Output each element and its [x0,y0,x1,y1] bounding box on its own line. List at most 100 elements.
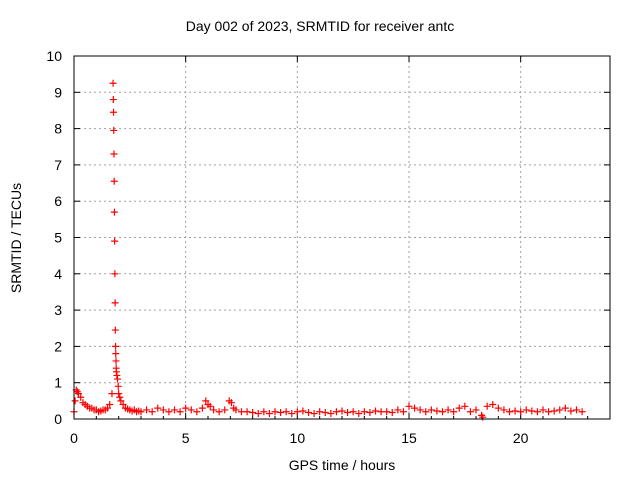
data-point [489,400,497,408]
data-point [176,408,184,416]
data-point [349,408,357,416]
data-point [265,410,273,418]
data-point [112,357,120,365]
data-point [111,299,119,307]
data-point [321,408,329,416]
data-point [110,108,118,116]
data-point [111,326,119,334]
data-point [288,410,296,418]
data-point [206,402,214,410]
data-point [271,408,279,416]
data-point [305,408,312,416]
data-point [112,350,120,358]
data-point [461,402,469,410]
y-tick-label: 10 [46,48,62,64]
data-point [114,382,122,390]
data-point [227,399,235,407]
data-point [450,408,458,416]
data-point [202,397,210,405]
data-point [117,397,125,405]
data-point [182,404,190,412]
data-point [115,390,123,398]
data-point [539,406,547,414]
data-point [327,410,335,418]
data-point [293,408,301,416]
x-tick-label: 20 [513,430,529,446]
data-point [517,408,525,416]
data-point [545,408,553,416]
data-point [366,408,374,416]
y-tick-label: 5 [54,230,62,246]
data-point [483,402,491,410]
data-point [77,393,85,401]
data-point [556,406,564,414]
y-tick-label: 1 [54,375,62,391]
x-axis-label: GPS time / hours [288,457,396,473]
data-point [193,408,201,416]
y-tick-label: 7 [54,157,62,173]
y-tick-label: 9 [54,84,62,100]
data-point [522,406,530,414]
data-point [472,406,480,414]
data-point [137,408,145,416]
plot-frame [73,55,611,420]
data-point [110,150,118,158]
data-point [73,388,81,396]
data-point [355,410,363,418]
data-point [143,406,151,414]
data-point [74,390,82,398]
data-point [399,408,407,416]
data-point [573,406,580,414]
data-point [71,397,79,405]
data-point [427,406,435,414]
data-point [411,404,419,412]
data-point [550,407,558,415]
data-point [383,408,391,416]
data-point [332,408,340,416]
data-point [114,375,122,383]
data-point [439,408,446,416]
data-point [494,404,502,412]
data-point [528,407,536,415]
data-point [171,406,178,414]
data-point [479,413,487,421]
data-point [108,390,116,398]
data-point [243,408,251,416]
y-tick-label: 3 [54,302,62,318]
data-point [249,408,257,416]
y-tick-label: 6 [54,193,62,209]
data-point [511,407,519,415]
data-point [198,404,206,412]
data-point [277,408,285,416]
y-tick-label: 2 [54,338,62,354]
data-point [455,404,463,412]
data-point [567,407,575,415]
data-point [148,408,156,416]
data-point [394,406,402,414]
data-point [561,404,569,412]
data-point [165,408,173,416]
data-point [433,407,441,415]
data-point [109,96,117,104]
data-point [111,237,119,245]
data-point [416,406,424,414]
data-point [104,404,111,412]
data-point [119,400,127,408]
data-point [388,408,396,416]
data-point [478,411,486,419]
data-point [154,404,162,412]
x-tick-label: 15 [401,430,417,446]
data-point [260,408,268,416]
data-point [338,407,346,415]
data-point [159,406,167,414]
x-tick-label: 5 [182,430,190,446]
data-point [444,406,452,414]
y-tick-label: 0 [54,411,62,427]
data-point [405,402,413,410]
y-tick-label: 8 [54,121,62,137]
data-point [500,406,508,414]
data-point [187,406,195,414]
data-point [466,408,474,416]
data-point [110,126,118,134]
